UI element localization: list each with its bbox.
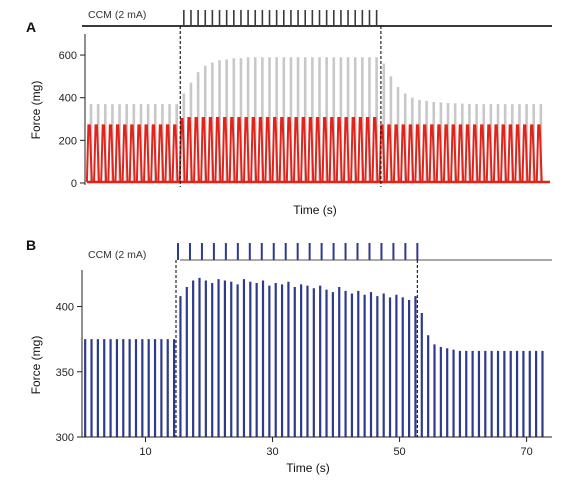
- panel-a-red-twitch: [93, 124, 101, 183]
- panel-a-red-twitch: [114, 124, 122, 183]
- panel-b-letter: B: [26, 237, 36, 253]
- panel-a-red-twitch: [242, 116, 250, 183]
- panel-a-red-twitch: [150, 124, 158, 183]
- panel-a-red-twitch: [157, 124, 165, 183]
- panel-a-red-twitch: [371, 116, 379, 183]
- panel-a-red-twitch: [300, 116, 308, 183]
- panel-a-red-twitch: [457, 124, 465, 183]
- panel-a-red-twitch: [100, 124, 108, 183]
- panel-b: B CCM (2 mA) 300 350 400 10 30 50 70 Force (mg…: [26, 237, 552, 475]
- panel-a-red-twitch: [128, 124, 136, 183]
- panel-a-red-twitch: [485, 124, 493, 183]
- panel-b-stimulus-markers: [175, 260, 418, 437]
- panel-a-x-axis-label: Time (s): [293, 203, 337, 217]
- panel-a-red-twitch: [450, 124, 458, 183]
- panel-b-x-tick-label: 50: [393, 446, 405, 458]
- panel-a-red-twitch: [392, 124, 400, 183]
- panel-a-y-tick-label: 0: [71, 178, 77, 190]
- panel-b-traces: [84, 277, 544, 437]
- panel-a-red-twitch: [435, 124, 443, 183]
- panel-a-red-twitch: [471, 124, 479, 183]
- panel-a-red-twitch: [407, 124, 415, 183]
- panel-a-red-twitch: [521, 124, 529, 183]
- panel-a-red-twitch: [478, 124, 486, 183]
- panel-a-red-twitch: [364, 116, 372, 183]
- panel-a-red-twitch: [314, 116, 322, 183]
- panel-a-red-twitch: [357, 116, 365, 183]
- panel-a-red-twitch: [528, 124, 536, 183]
- panel-a-red-twitch: [200, 116, 208, 183]
- panel-a-red-twitch: [307, 116, 315, 183]
- panel-a-red-twitch: [492, 124, 500, 183]
- panel-a-stimulus-label: CCM (2 mA): [88, 9, 146, 21]
- panel-a-red-twitch: [250, 116, 258, 183]
- panel-a-red-twitch: [464, 124, 472, 183]
- panel-a-red-twitch: [428, 124, 436, 183]
- panel-b-axes: 300 350 400 10 30 50 70: [56, 270, 552, 458]
- panel-b-y-tick-label: 300: [56, 432, 74, 444]
- panel-a-red-twitch: [335, 116, 343, 183]
- panel-a-y-tick-label: 400: [59, 93, 77, 105]
- panel-a-red-twitch: [285, 116, 293, 183]
- panel-a-red-twitch: [85, 124, 93, 183]
- panel-a-red-twitch: [535, 124, 543, 183]
- panel-b-stimulus-label: CCM (2 mA): [88, 249, 146, 261]
- panel-a-red-twitch: [328, 116, 336, 183]
- panel-a-red-twitch: [121, 124, 129, 183]
- panel-b-x-axis-label: Time (s): [286, 461, 330, 475]
- panel-b-x-tick-label: 30: [266, 446, 278, 458]
- panel-b-y-tick-label: 350: [56, 367, 74, 379]
- panel-a-letter: A: [26, 19, 36, 35]
- panel-b-x-tick-label: 70: [520, 446, 532, 458]
- panel-a-red-twitch: [278, 116, 286, 183]
- panel-a-red-twitch: [185, 116, 193, 183]
- panel-a-red-twitch: [221, 116, 229, 183]
- panel-a: A CCM (2 mA) 0 200 400 600 Force (mg) Time …: [26, 9, 552, 217]
- panel-b-x-tick-label: 10: [139, 446, 151, 458]
- panel-b-y-axis-label: Force (mg): [29, 336, 43, 395]
- panel-a-red-twitch: [164, 124, 172, 183]
- panel-a-red-twitch: [171, 124, 179, 183]
- panel-a-red-twitch: [228, 116, 236, 183]
- panel-a-stimulus-trace: [82, 10, 552, 27]
- panel-a-red-twitch: [178, 118, 186, 183]
- panel-a-red-twitch: [207, 116, 215, 183]
- panel-a-y-axis-label: Force (mg): [29, 81, 43, 140]
- panel-a-red-twitch: [143, 124, 151, 183]
- panel-a-y-tick-label: 200: [59, 135, 77, 147]
- panel-a-red-twitch: [442, 124, 450, 183]
- panel-a-red-twitch: [414, 124, 422, 183]
- panel-a-red-twitch: [342, 116, 350, 183]
- panel-a-red-twitch: [514, 124, 522, 183]
- panel-a-red-twitch: [257, 116, 265, 183]
- panel-a-red-twitch: [135, 124, 143, 183]
- panel-a-traces: [85, 57, 550, 184]
- panel-a-stimulus-markers: [179, 26, 382, 187]
- panel-a-red-twitch: [507, 124, 515, 183]
- panel-a-red-twitch: [421, 124, 429, 183]
- panel-a-y-axis: 0 200 400 600: [59, 34, 86, 190]
- panel-a-red-twitch: [107, 124, 115, 183]
- panel-a-red-twitch: [264, 116, 272, 183]
- panel-a-red-twitch: [214, 116, 222, 183]
- panel-a-red-twitch: [292, 116, 300, 183]
- panel-a-red-twitch: [235, 116, 243, 183]
- panel-a-red-twitch: [400, 124, 408, 183]
- panel-b-y-tick-label: 400: [56, 302, 74, 314]
- panel-a-y-tick-label: 600: [59, 50, 77, 62]
- panel-a-red-twitch: [385, 124, 393, 183]
- panel-b-stimulus-trace: [177, 243, 552, 261]
- panel-a-red-twitch: [350, 116, 358, 183]
- panel-a-red-twitch: [271, 116, 279, 183]
- panel-a-red-twitch: [500, 124, 508, 183]
- panel-a-red-twitch: [321, 116, 329, 183]
- panel-a-red-twitch: [193, 116, 201, 183]
